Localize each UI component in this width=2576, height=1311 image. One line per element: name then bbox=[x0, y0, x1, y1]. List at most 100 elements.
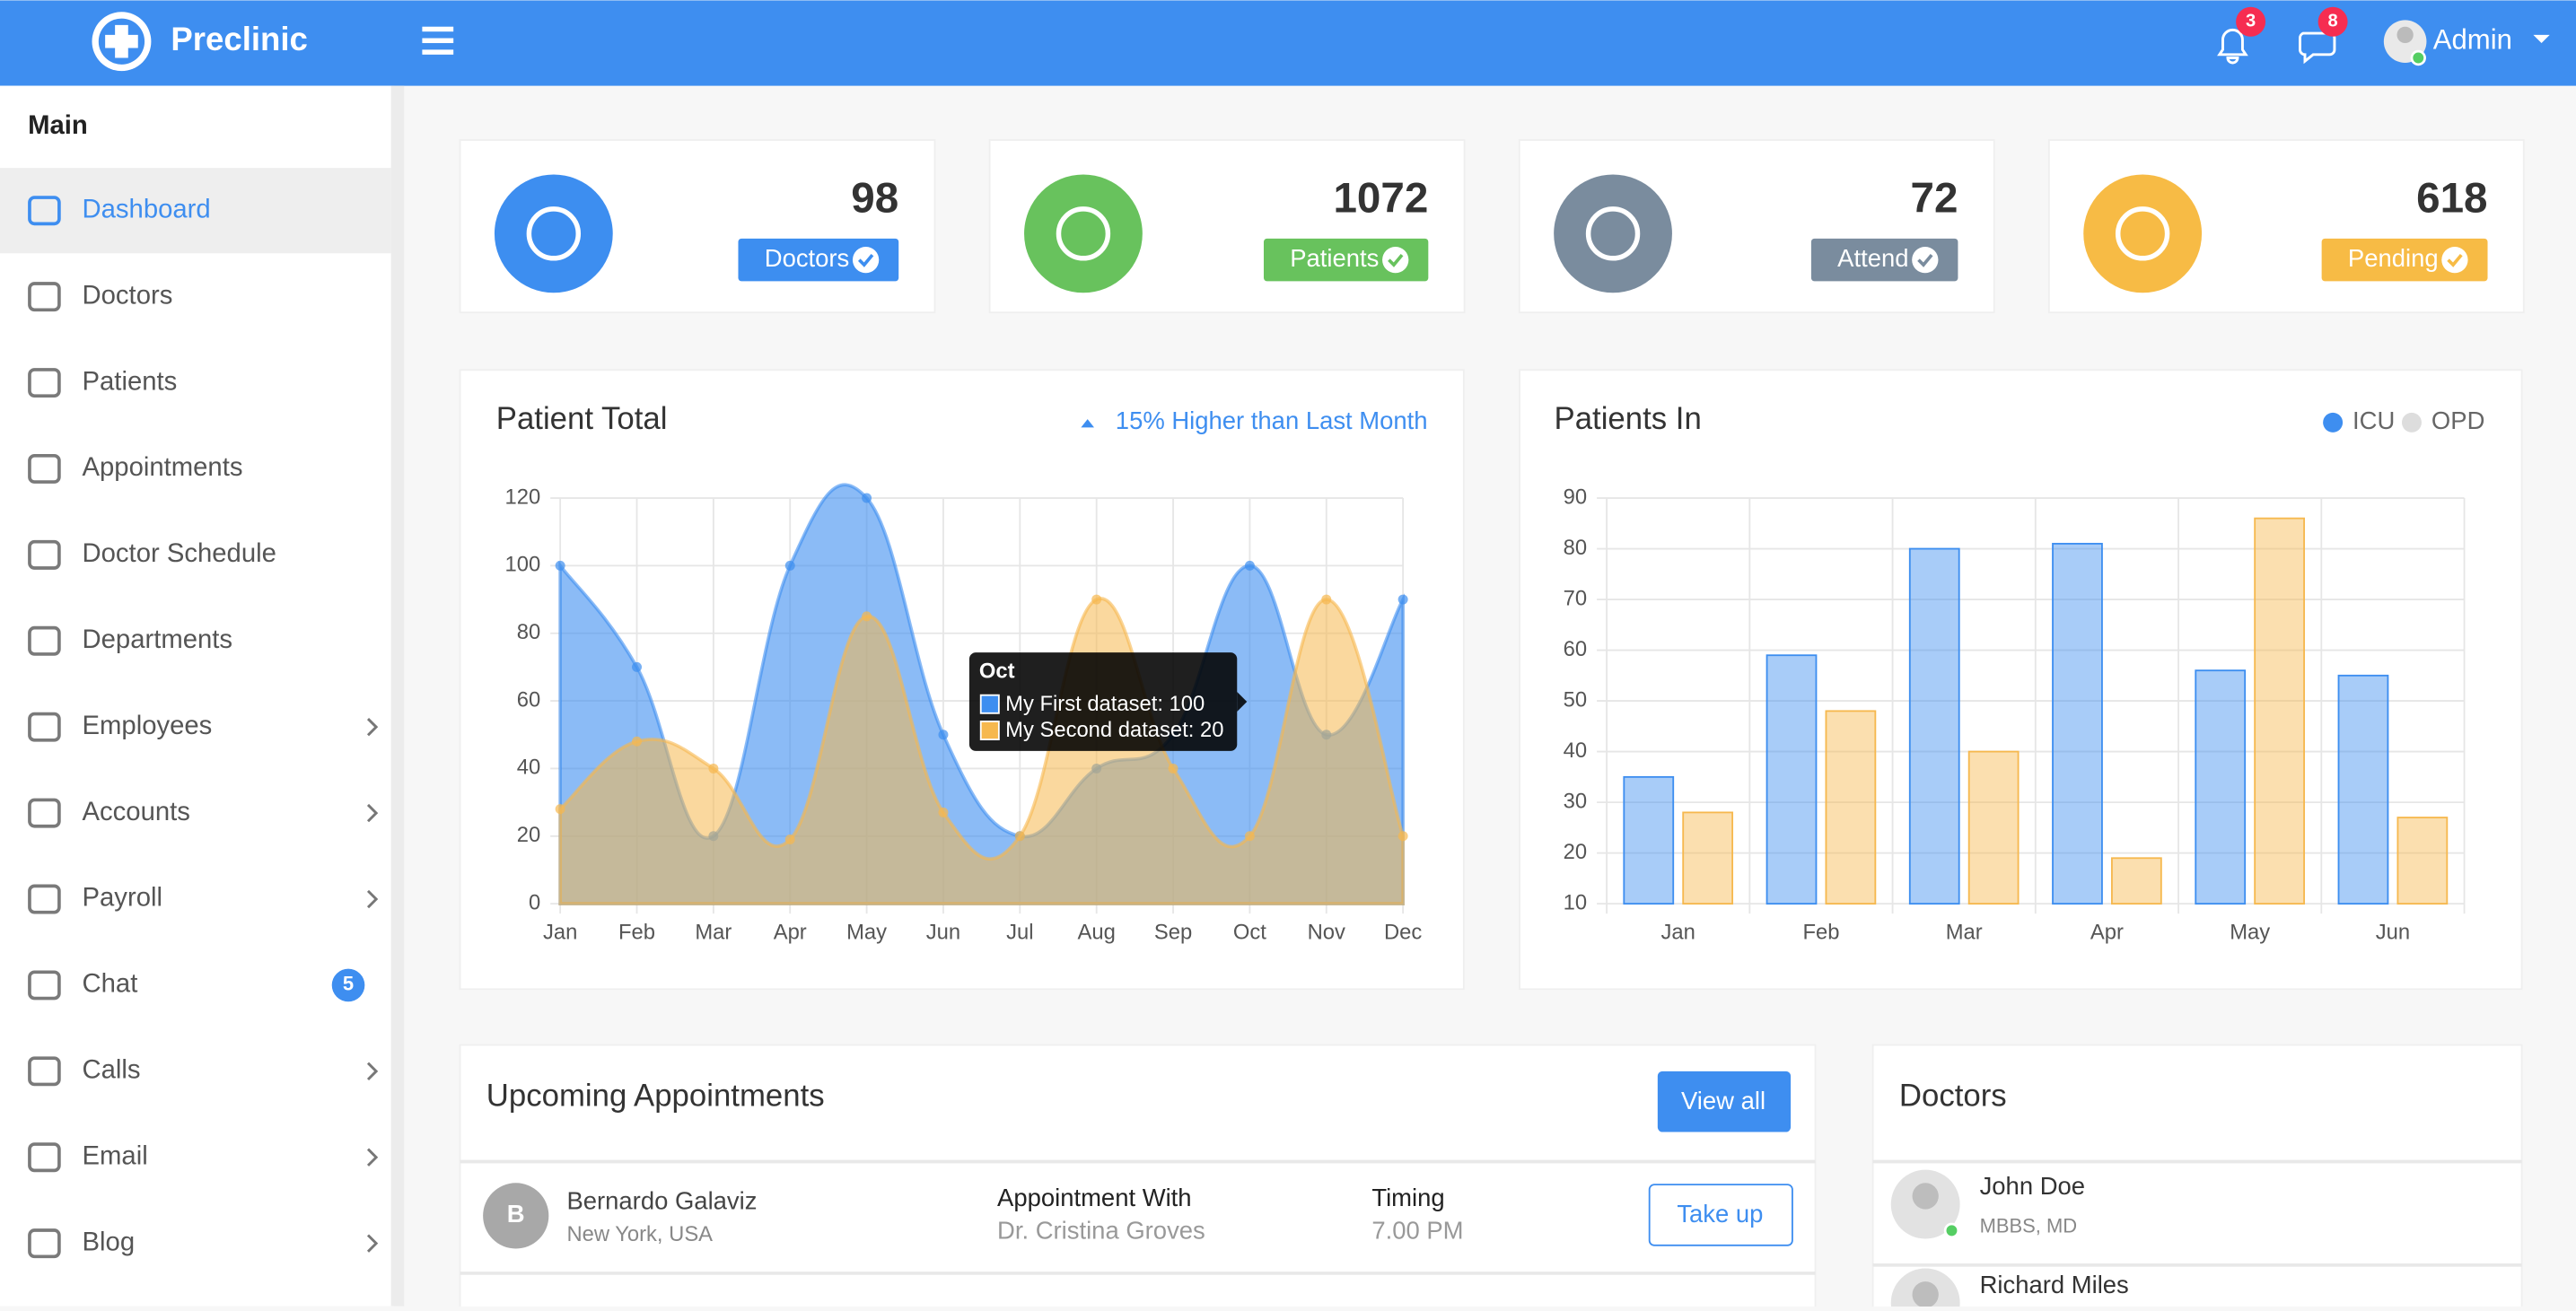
menu-label: Blog bbox=[83, 1227, 136, 1256]
bar bbox=[1825, 710, 1877, 905]
tooltip bbox=[968, 652, 1238, 751]
x-tick-label: Jan bbox=[543, 920, 577, 944]
x-tick-label: Apr bbox=[774, 920, 807, 944]
y-tick-label: 40 bbox=[517, 756, 540, 780]
submenu-arrow bbox=[366, 1062, 379, 1081]
menu-item[interactable]: Accounts bbox=[28, 797, 379, 828]
menu-item[interactable]: Chat 5 bbox=[28, 968, 365, 1002]
card-title: Upcoming Appointments bbox=[486, 1079, 825, 1113]
stat-label: Doctors bbox=[765, 244, 850, 272]
tooltip-line: My Second dataset: 20 bbox=[1005, 718, 1223, 742]
data-point bbox=[1014, 831, 1025, 842]
stat-check bbox=[852, 246, 880, 274]
take-up-label[interactable]: Take up bbox=[1677, 1200, 1763, 1228]
data-point bbox=[1398, 594, 1408, 605]
menu-item[interactable]: Doctor Schedule bbox=[28, 538, 276, 570]
tooltip-arrow bbox=[1237, 692, 1248, 712]
doctor-avatar-head bbox=[1912, 1183, 1939, 1210]
stat-value: 98 bbox=[851, 174, 898, 222]
stat-label: Pending bbox=[2348, 244, 2439, 272]
view-all-label[interactable]: View all bbox=[1681, 1087, 1766, 1114]
x-tick-label: Jan bbox=[1661, 920, 1695, 944]
stat-value: 1072 bbox=[1333, 174, 1428, 222]
notification-count: 3 bbox=[2246, 12, 2256, 31]
sidebar-title: Main bbox=[28, 110, 88, 140]
menu-icon bbox=[28, 625, 61, 656]
stat-label: Attend bbox=[1837, 244, 1908, 272]
menu-label: Doctor Schedule bbox=[83, 538, 276, 568]
doctor-name: John Doe bbox=[1980, 1172, 2085, 1200]
menu-label: Chat bbox=[83, 969, 138, 999]
brand: Preclinic bbox=[171, 21, 308, 57]
logo-cross bbox=[105, 24, 138, 58]
view-all-button[interactable] bbox=[1657, 1071, 1792, 1132]
x-tick-label: Jun bbox=[2376, 920, 2410, 944]
stat-check-mark bbox=[1388, 253, 1404, 267]
legend-label: ICU bbox=[2353, 406, 2395, 434]
menu-icon bbox=[28, 970, 61, 1001]
header bbox=[0, 0, 2576, 86]
tooltip-swatch bbox=[979, 721, 1000, 741]
menu-item[interactable]: Departments bbox=[28, 625, 233, 656]
menu-item[interactable]: Appointments bbox=[28, 452, 243, 484]
submenu-arrow bbox=[366, 1148, 379, 1167]
content: 98Doctors1072Patients72Attend618PendingP… bbox=[459, 139, 2525, 1311]
patient-name: Bernardo Galaviz bbox=[566, 1187, 757, 1215]
stat-check-mark bbox=[857, 253, 874, 267]
tooltip-swatch bbox=[979, 694, 1000, 714]
data-point bbox=[1244, 560, 1255, 571]
menu-item[interactable]: Employees bbox=[28, 711, 379, 742]
y-tick-label: 0 bbox=[529, 890, 540, 914]
y-tick-label: 40 bbox=[1564, 739, 1587, 763]
x-tick-label: Nov bbox=[1308, 920, 1345, 944]
data-point bbox=[938, 807, 949, 817]
menu-item[interactable]: Dashboard bbox=[0, 168, 391, 254]
menu-icon bbox=[28, 712, 61, 742]
take-up-button[interactable] bbox=[1648, 1184, 1793, 1246]
sidebar-menu: Dashboard Doctors Patients Appointments Doct… bbox=[0, 168, 391, 1259]
menu-badge-count: 5 bbox=[343, 973, 354, 995]
menu-item[interactable]: Email bbox=[28, 1141, 379, 1173]
menu-toggle[interactable] bbox=[422, 26, 454, 55]
data-point bbox=[1168, 763, 1178, 773]
menu-label: Departments bbox=[83, 625, 233, 654]
data-point bbox=[1244, 831, 1255, 842]
menu-item[interactable]: Blog bbox=[28, 1227, 379, 1259]
doctor-degree: MBBS, MD bbox=[1980, 1215, 2078, 1237]
card bbox=[1519, 369, 2523, 991]
menu-item[interactable]: Payroll bbox=[28, 883, 379, 914]
user-name[interactable]: Admin bbox=[2433, 23, 2512, 55]
data-point bbox=[632, 661, 643, 672]
x-tick-label: Oct bbox=[1233, 920, 1266, 944]
y-tick-label: 80 bbox=[517, 620, 540, 644]
menu-label: Doctors bbox=[83, 280, 173, 310]
menu-active-bg bbox=[0, 168, 391, 254]
stat-check-mark bbox=[2447, 253, 2463, 267]
menu-label: Employees bbox=[83, 711, 213, 740]
bar bbox=[2195, 669, 2247, 905]
bar bbox=[2337, 674, 2389, 905]
sidebar-scrollbar bbox=[390, 85, 405, 1307]
menu-item[interactable]: Doctors bbox=[28, 280, 173, 312]
timing-label: Timing bbox=[1371, 1184, 1444, 1211]
menu-icon bbox=[28, 282, 61, 312]
message-badge bbox=[2318, 6, 2348, 37]
submenu-arrow bbox=[366, 889, 379, 909]
stat-value: 618 bbox=[2416, 174, 2487, 222]
y-tick-label: 10 bbox=[1564, 890, 1587, 914]
bell-icon[interactable] bbox=[2217, 28, 2248, 65]
menu-item[interactable]: Patients bbox=[28, 366, 177, 398]
menu-icon bbox=[28, 798, 61, 828]
x-tick-label: Jul bbox=[1006, 920, 1033, 944]
data-point bbox=[708, 763, 719, 773]
y-tick-label: 30 bbox=[1564, 789, 1587, 813]
appointment-label: Appointment With bbox=[997, 1184, 1192, 1211]
stat-icon bbox=[1024, 174, 1143, 293]
message-count: 8 bbox=[2328, 12, 2338, 31]
menu-label: Appointments bbox=[83, 452, 243, 482]
menu-badge bbox=[331, 968, 365, 1002]
menu-item[interactable]: Calls bbox=[28, 1055, 379, 1087]
stat-badge bbox=[2321, 238, 2488, 282]
